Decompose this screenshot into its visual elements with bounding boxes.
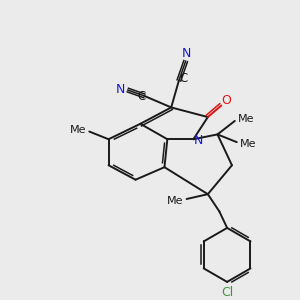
Text: Me: Me [238, 114, 255, 124]
Text: N: N [194, 134, 203, 147]
Text: O: O [221, 94, 231, 107]
Text: Me: Me [167, 196, 183, 206]
Text: Cl: Cl [221, 286, 233, 299]
Text: C: C [137, 90, 146, 103]
Text: N: N [116, 82, 125, 96]
Text: Me: Me [240, 139, 256, 149]
Text: Me: Me [70, 124, 86, 135]
Text: C: C [180, 72, 188, 85]
Text: N: N [182, 47, 191, 60]
